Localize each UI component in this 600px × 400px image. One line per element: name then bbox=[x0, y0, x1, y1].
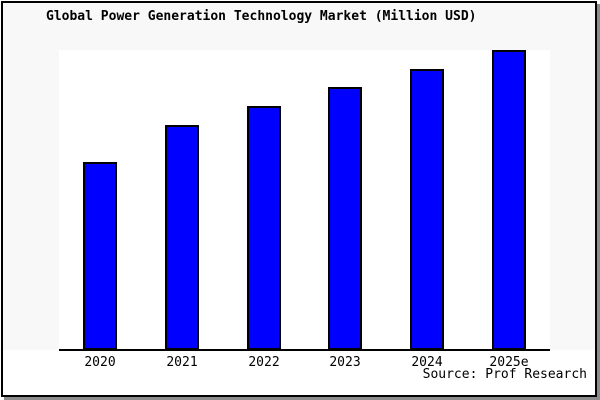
x-label-2024: 2024 bbox=[411, 355, 443, 370]
bar-2020 bbox=[83, 162, 117, 350]
source-note: Source: Prof Research bbox=[422, 367, 587, 382]
x-label-2025e: 2025e bbox=[489, 355, 529, 370]
bar-2025e bbox=[492, 50, 526, 350]
bar-2023 bbox=[328, 87, 362, 350]
bar-2021 bbox=[165, 125, 199, 350]
x-label-2020: 2020 bbox=[84, 355, 116, 370]
bar-2022 bbox=[247, 106, 281, 350]
x-label-2021: 2021 bbox=[166, 355, 198, 370]
x-axis-line bbox=[59, 349, 550, 351]
bar-2024 bbox=[410, 69, 444, 350]
plot-area bbox=[59, 50, 550, 350]
x-label-2022: 2022 bbox=[248, 355, 280, 370]
x-label-2023: 2023 bbox=[329, 355, 361, 370]
chart-title: Global Power Generation Technology Marke… bbox=[46, 9, 477, 24]
